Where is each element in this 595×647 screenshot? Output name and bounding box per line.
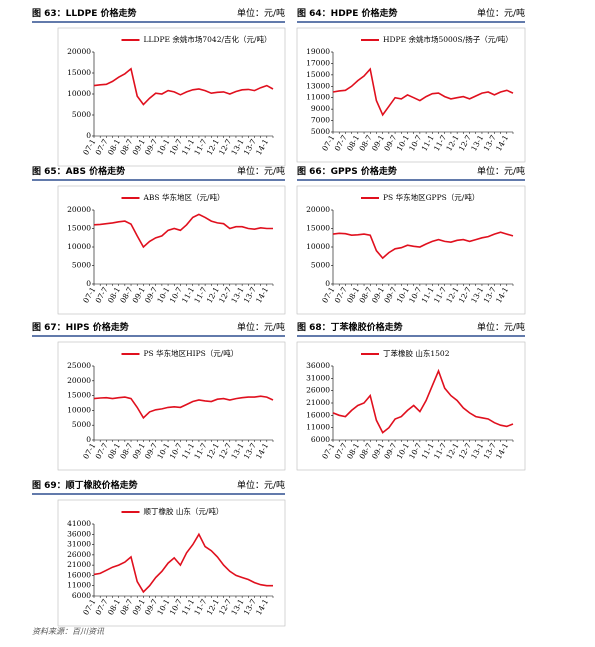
y-tick-label: 10000: [67, 242, 91, 251]
y-tick-label: 15000: [67, 68, 91, 77]
legend-label: ABS 华东地区（元/吨）: [143, 192, 225, 202]
figure-caption: 图 68：丁苯橡胶价格走势: [297, 321, 403, 333]
y-tick-label: 15000: [67, 224, 91, 233]
figure: 图 65：ABS 价格走势 单位：元/吨050001000015000200000…: [32, 165, 286, 315]
figure: 图 68：丁苯橡胶价格走势 单位：元/吨 6000 11000 16000 21000 26…: [296, 321, 526, 471]
y-tick-label: 15000: [306, 224, 330, 233]
figure-caption: 图 63：LLDPE 价格走势: [32, 7, 136, 19]
source: 资料来源：百川资讯: [32, 627, 105, 636]
figure-unit: 单位：元/吨: [237, 165, 285, 177]
chart-frame: [57, 185, 286, 315]
y-tick-label: 0: [86, 435, 91, 444]
y-tick-label: 20000: [67, 205, 91, 214]
figure-caption: 图 65：ABS 价格走势: [32, 165, 125, 177]
chart-frame: [57, 341, 286, 471]
y-tick-label: 11000: [306, 423, 330, 432]
y-tick-label: 21000: [67, 560, 91, 569]
figure-caption: 图 67：HIPS 价格走势: [32, 321, 129, 333]
y-tick-label: 7000: [311, 116, 330, 125]
figure-unit: 单位：元/吨: [237, 7, 285, 19]
figure-unit: 单位：元/吨: [237, 321, 285, 333]
y-tick-label: 21000: [306, 398, 330, 407]
y-tick-label: 36000: [67, 529, 91, 538]
price-line: [332, 368, 514, 434]
price-line: [93, 395, 274, 420]
y-tick-label: 5000: [311, 127, 330, 136]
y-tick-label: 6000: [72, 591, 91, 600]
legend-label: LLDPE 余姚市场7042/吉化（元/吨）: [144, 34, 272, 44]
figure-unit: 单位：元/吨: [237, 479, 285, 491]
figure: 图 66：GPPS 价格走势 单位：元/吨 0 5000 10000 15000 20000…: [296, 165, 526, 315]
figure-caption: 图 64：HDPE 价格走势: [297, 7, 398, 19]
figure-unit: 单位：元/吨: [477, 165, 525, 177]
y-tick-label: 9000: [311, 104, 330, 113]
price-line: [332, 67, 514, 117]
y-tick-label: 5000: [72, 420, 91, 429]
y-tick-label: 19000: [306, 47, 330, 56]
chart-frame: [296, 27, 526, 163]
y-tick-label: 6000: [311, 435, 330, 444]
figure-caption: 图 66：GPPS 价格走势: [297, 165, 397, 177]
legend-label: PS 华东地区GPPS（元/吨）: [383, 192, 479, 202]
figure: 图 67：HIPS 价格走势 单位：元/吨 0 5000 10000 15000 20000…: [32, 321, 286, 471]
y-tick-label: 15000: [67, 391, 91, 400]
y-tick-label: 13000: [306, 81, 330, 90]
figure-unit: 单位：元/吨: [477, 7, 525, 19]
y-tick-label: 11000: [67, 581, 91, 590]
y-tick-label: 36000: [306, 361, 330, 370]
chart-frame: [57, 499, 286, 627]
y-tick-label: 0: [86, 279, 91, 288]
y-tick-label: 10000: [306, 242, 330, 251]
y-tick-label: 31000: [306, 373, 330, 382]
y-tick-label: 10000: [67, 89, 91, 98]
figure-caption: 图 69：顺丁橡胶价格走势: [32, 479, 138, 491]
y-tick-label: 20000: [306, 205, 330, 214]
legend-label: 丁苯橡胶 山东1502: [383, 348, 450, 358]
y-tick-label: 17000: [306, 58, 330, 67]
chart-frame: [296, 341, 526, 471]
y-tick-label: 26000: [67, 550, 91, 559]
y-tick-label: 5000: [72, 261, 91, 270]
y-tick-label: 5000: [311, 261, 330, 270]
y-tick-label: 41000: [67, 519, 91, 528]
y-tick-label: 31000: [67, 540, 91, 549]
chart-frame: [57, 27, 286, 167]
price-line: [93, 213, 273, 249]
y-tick-label: 16000: [67, 570, 91, 579]
y-tick-label: 0: [325, 279, 330, 288]
y-tick-label: 5000: [72, 110, 91, 119]
figure: 图 64：HDPE 价格走势 单位：元/吨 5000 7000 9000 11000 130…: [296, 7, 526, 163]
y-tick-label: 20000: [67, 376, 91, 385]
y-tick-label: 11000: [306, 93, 330, 102]
price-line: [93, 67, 274, 106]
legend-label: 顺丁橡胶 山东（元/吨）: [144, 506, 224, 516]
legend-label: HDPE 余姚市场5000S/扬子（元/吨）: [383, 34, 513, 44]
figure-unit: 单位：元/吨: [477, 321, 525, 333]
figure: 图 63：LLDPE 价格走势 单位：元/吨 0 5000 10000 15000 2000…: [32, 7, 286, 167]
y-tick-label: 25000: [67, 361, 91, 370]
y-tick-label: 15000: [306, 70, 330, 79]
chart-frame: [296, 185, 526, 315]
price-line: [332, 231, 514, 260]
y-tick-label: 20000: [67, 47, 91, 56]
legend-label: PS 华东地区HIPS（元/吨）: [144, 348, 239, 358]
y-tick-label: 16000: [306, 410, 330, 419]
y-tick-label: 0: [86, 131, 91, 140]
y-tick-label: 10000: [67, 405, 91, 414]
price-line: [93, 532, 273, 594]
y-tick-label: 26000: [306, 386, 330, 395]
